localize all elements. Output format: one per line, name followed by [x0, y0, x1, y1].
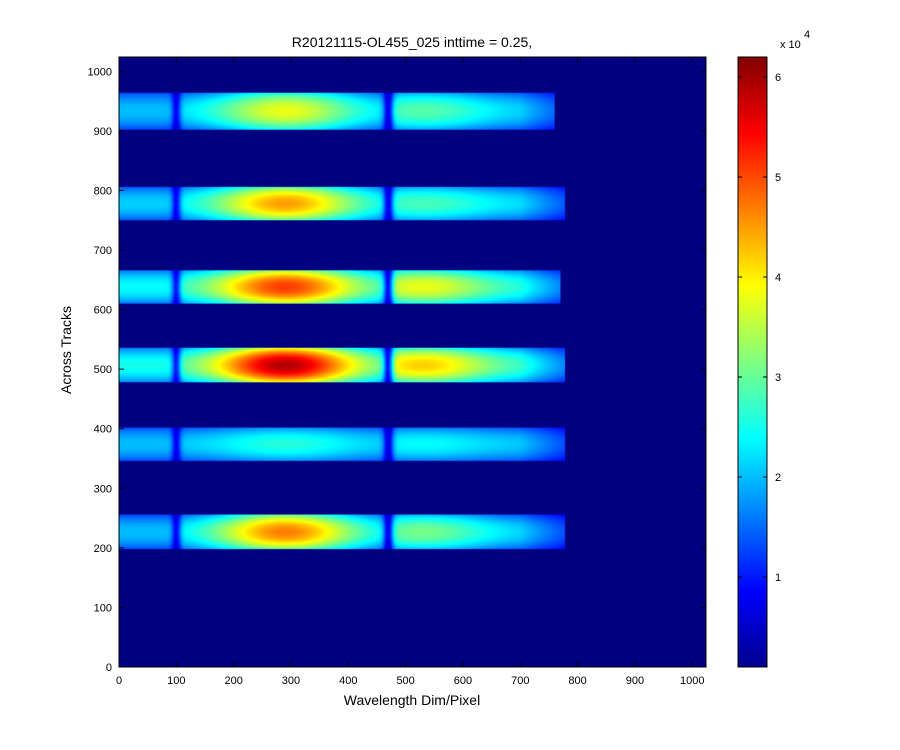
y-tick-label: 300	[94, 483, 112, 495]
colorbar-gradient	[737, 56, 768, 668]
y-tick-label: 100	[94, 602, 112, 614]
y-axis-label: Across Tracks	[58, 306, 74, 394]
y-axis: 0 100 200 300 400 500 600 700 800 900 1000	[88, 66, 706, 674]
y-tick-label: 200	[94, 543, 112, 555]
colorbar-tick-label: 3	[775, 372, 781, 384]
x-tick-label: 900	[626, 675, 644, 687]
x-tick-label: 0	[116, 675, 122, 687]
colorbar-tick-label: 4	[775, 272, 781, 284]
colorbar-ticks: 1 2 3 4 5 6	[738, 72, 781, 584]
heatmap-image	[119, 57, 706, 667]
y-tick-label: 400	[94, 424, 112, 436]
colorbar-tick-label: 6	[775, 72, 781, 84]
y-tick-label: 0	[106, 662, 112, 674]
x-axis: 0 100 200 300 400 500 600 700 800 900 1000	[116, 57, 704, 687]
colorbar-tick-label: 5	[775, 172, 781, 184]
y-tick-label: 600	[94, 305, 112, 317]
x-tick-label: 300	[282, 675, 300, 687]
x-tick-label: 500	[396, 675, 414, 687]
x-tick-label: 700	[511, 675, 529, 687]
x-tick-label: 1000	[680, 675, 704, 687]
x-tick-label: 100	[167, 675, 185, 687]
plot-frame	[118, 56, 707, 668]
y-tick-label: 500	[94, 364, 112, 376]
colorbar-tick-label: 1	[775, 572, 781, 584]
x-tick-label: 600	[454, 675, 472, 687]
colorbar: 1 2 3 4 5 6 x 10 4	[737, 29, 810, 668]
y-tick-label: 900	[94, 126, 112, 138]
y-tick-label: 700	[94, 245, 112, 257]
y-tick-label: 800	[94, 185, 112, 197]
colorbar-tick-label: 2	[775, 472, 781, 484]
x-axis-label: Wavelength Dim/Pixel	[344, 692, 480, 708]
x-tick-label: 200	[224, 675, 242, 687]
x-tick-label: 800	[568, 675, 586, 687]
colorbar-exponent-power: 4	[804, 29, 810, 41]
x-tick-label: 400	[339, 675, 357, 687]
colorbar-exponent-base: x 10	[780, 39, 801, 51]
heatmap-plot	[118, 56, 707, 668]
chart-title: R20121115-OL455_025 inttime = 0.25,	[292, 34, 532, 50]
y-tick-label: 1000	[88, 66, 112, 78]
